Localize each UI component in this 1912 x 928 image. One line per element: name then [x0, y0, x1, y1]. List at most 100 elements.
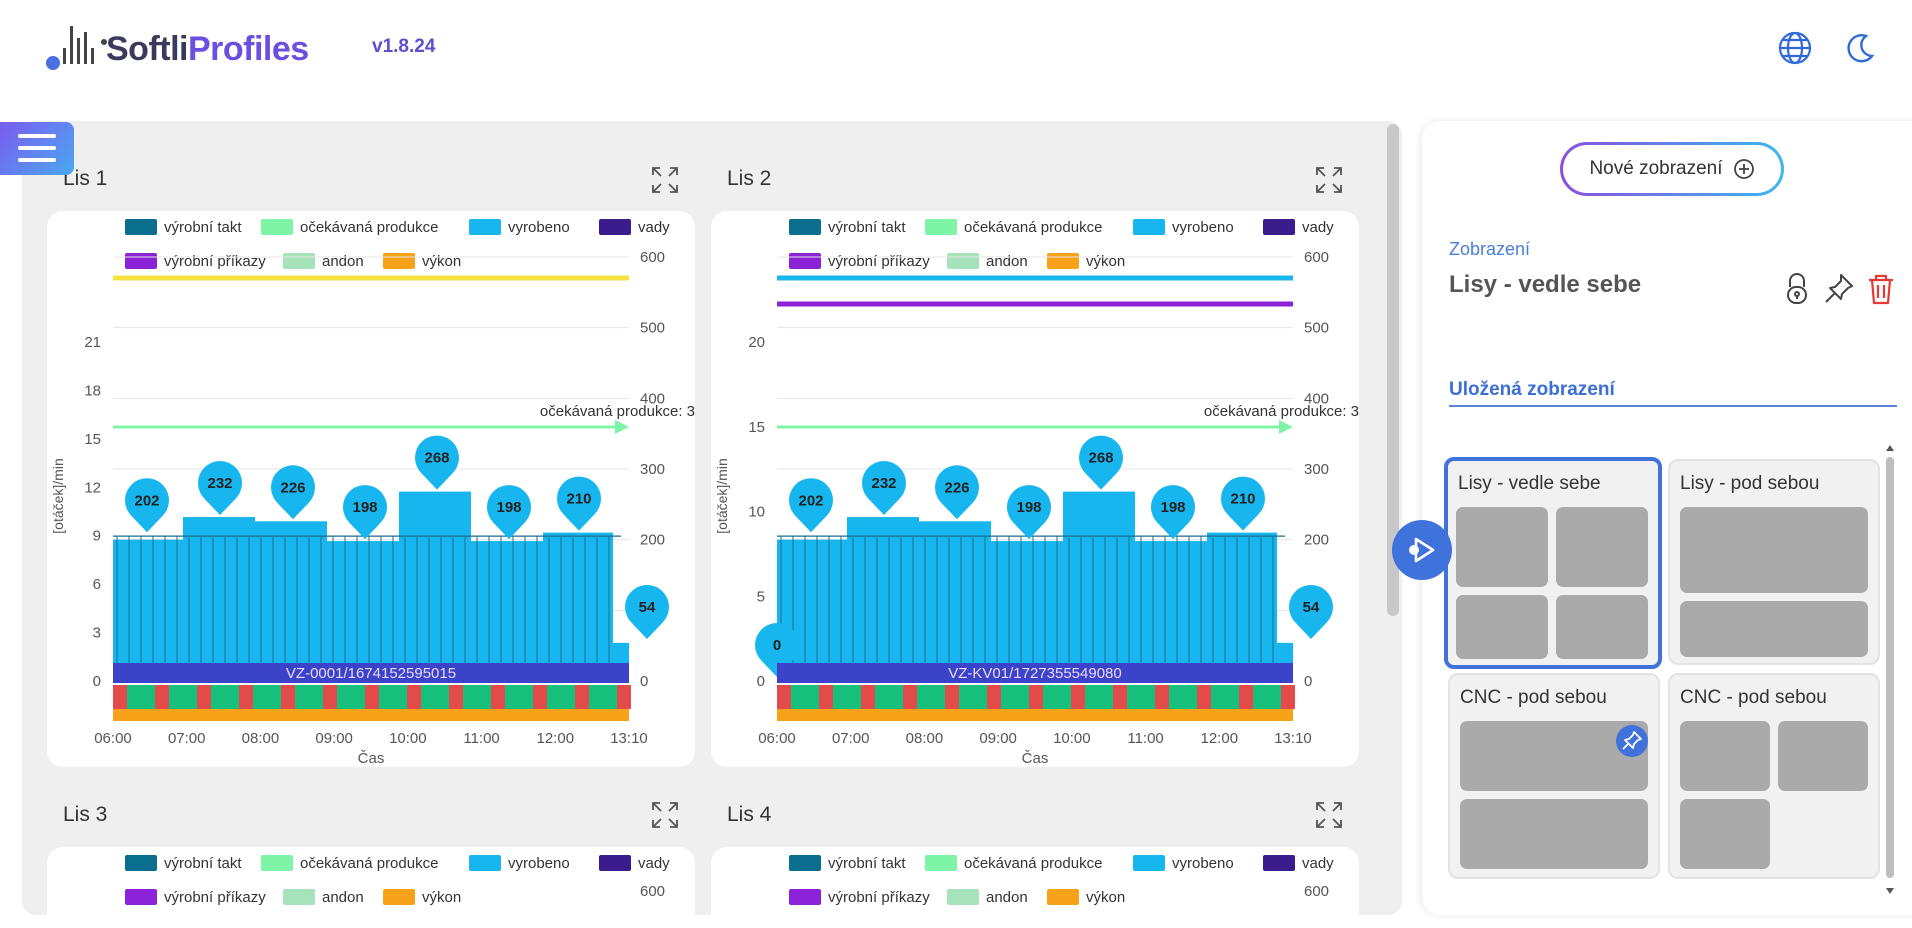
produced-bar	[471, 541, 543, 681]
trash-icon[interactable]	[1864, 271, 1898, 307]
marker-label: 198	[1160, 499, 1185, 516]
andon-segment	[805, 685, 819, 709]
andon-segment	[225, 685, 239, 709]
produced-bar	[919, 521, 991, 681]
tiles-scrollbar[interactable]	[1884, 441, 1896, 898]
andon-segment	[959, 685, 973, 709]
globe-icon[interactable]	[1777, 30, 1813, 66]
expand-icon[interactable]	[650, 165, 680, 195]
y2-tick-label: 400	[640, 390, 665, 407]
marker-pin	[1289, 585, 1333, 629]
expand-icon[interactable]	[650, 800, 680, 830]
andon-segment	[973, 685, 987, 709]
andon-segment	[1127, 685, 1141, 709]
menu-button[interactable]	[0, 122, 74, 175]
andon-segment	[351, 685, 365, 709]
legend-label: vady	[638, 855, 670, 872]
y-tick-label: 5	[757, 588, 765, 605]
layout-block	[1680, 507, 1868, 593]
marker-pin	[271, 465, 315, 510]
legend-label: očekávaná produkce	[300, 855, 438, 872]
andon-segment	[365, 685, 379, 709]
legend-label: vyrobeno	[508, 855, 570, 872]
y-tick-label: 18	[84, 382, 101, 399]
lock-icon[interactable]	[1780, 271, 1814, 307]
andon-segment	[1211, 685, 1225, 709]
legend-label: výrobní příkazy	[164, 253, 266, 270]
expected-label: očekávaná produkce: 3	[540, 403, 695, 420]
andon-segment	[393, 685, 407, 709]
marker-label: 54	[1303, 599, 1320, 616]
legend-label: vyrobeno	[508, 219, 570, 236]
layout-block	[1680, 799, 1770, 869]
pin-icon[interactable]	[1822, 271, 1856, 307]
y2-tick-label: 500	[1304, 320, 1329, 337]
section-label: Zobrazení	[1449, 239, 1531, 259]
legend-swatch	[125, 219, 157, 235]
logo-text-part2: Profiles	[187, 30, 309, 68]
chart-lis1: výrobní takt očekávaná produkce vyrobeno va…	[47, 211, 695, 767]
y-axis-label: [otáček]/min	[50, 458, 66, 533]
andon-segment	[1085, 685, 1099, 709]
chart-lis3: výrobní takt očekávaná produkce vyrobeno va…	[47, 847, 695, 915]
andon-segment	[875, 685, 889, 709]
produced-bar	[113, 539, 183, 681]
layout-block	[1456, 507, 1548, 587]
x-tick-label: 11:00	[463, 730, 499, 747]
andon-segment	[267, 685, 281, 709]
view-tile-label: CNC - pod sebou	[1460, 687, 1607, 708]
views-sidebar: Nové zobrazení Zobrazení Lisy - vedle se…	[1422, 121, 1912, 915]
y2-tick-label: 0	[640, 673, 648, 690]
marker-pin	[415, 435, 459, 480]
andon-segment	[987, 685, 1001, 709]
andon-segment	[127, 685, 141, 709]
y2-tick-label: 600	[1304, 883, 1329, 900]
andon-segment	[777, 685, 791, 709]
legend-swatch	[789, 855, 821, 871]
new-view-button[interactable]: Nové zobrazení	[1560, 142, 1784, 196]
legend-label: vady	[638, 219, 670, 236]
marker-pin	[1151, 485, 1195, 530]
layout-block	[1460, 721, 1648, 791]
marker-label: 268	[424, 450, 449, 467]
x-tick-label: 13:10	[1274, 730, 1312, 747]
produced-bar	[1063, 491, 1135, 681]
tab-saved-views[interactable]: Uložená zobrazení	[1449, 379, 1897, 407]
andon-segment	[1169, 685, 1183, 709]
scroll-thumb[interactable]	[1886, 457, 1894, 878]
andon-segment	[1141, 685, 1155, 709]
legend-swatch	[1263, 219, 1295, 235]
produced-bar	[991, 541, 1063, 681]
toggle-sidebar-button[interactable]	[1392, 520, 1452, 580]
andon-segment	[309, 685, 323, 709]
andon-segment	[589, 685, 603, 709]
hamburger-line	[18, 158, 56, 162]
legend-swatch	[125, 855, 157, 871]
view-tile[interactable]: CNC - pod sebou	[1668, 673, 1880, 879]
view-tile[interactable]: Lisy - vedle sebe	[1444, 457, 1662, 669]
andon-segment	[253, 685, 267, 709]
legend-label: výrobní takt	[164, 219, 242, 236]
y2-tick-label: 300	[1304, 461, 1329, 478]
andon-segment	[169, 685, 183, 709]
x-tick-label: 10:00	[389, 730, 427, 747]
marker-pin	[1007, 485, 1051, 530]
legend-swatch	[1047, 889, 1079, 905]
andon-segment	[1057, 685, 1071, 709]
expand-icon[interactable]	[1314, 165, 1344, 195]
x-tick-label: 09:00	[979, 730, 1017, 747]
logo[interactable]: SoftliProfiles	[44, 22, 344, 74]
marker-pin	[755, 623, 799, 667]
expand-icon[interactable]	[1314, 800, 1344, 830]
legend-label: andon	[986, 889, 1028, 906]
view-tile[interactable]: CNC - pod sebou	[1448, 673, 1660, 879]
moon-icon[interactable]	[1842, 30, 1878, 66]
marker-label: 226	[280, 479, 305, 496]
marker-label: 198	[496, 499, 521, 516]
view-tile[interactable]: Lisy - pod sebou	[1668, 459, 1880, 665]
legend-swatch	[1047, 253, 1079, 269]
dashboard-scrollbar[interactable]	[1387, 124, 1399, 616]
y2-tick-label: 400	[1304, 390, 1329, 407]
y2-tick-label: 200	[640, 532, 665, 549]
andon-segment	[183, 685, 197, 709]
